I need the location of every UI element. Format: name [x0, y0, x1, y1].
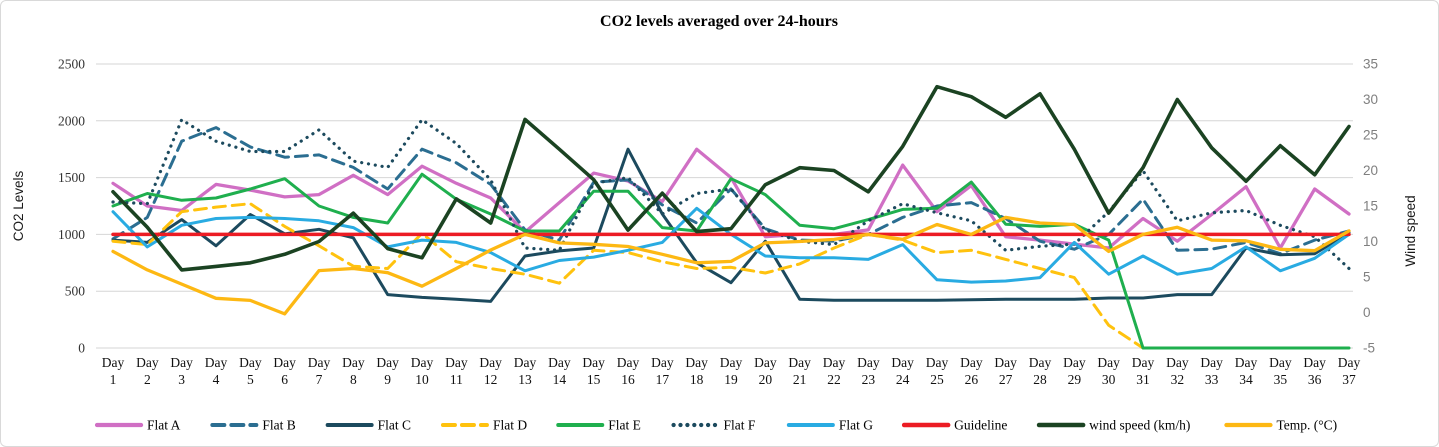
legend-item-flat-d: Flat D [440, 418, 527, 433]
day-label: Day 15 [582, 355, 605, 387]
series-flat-c [111, 147, 1351, 303]
series-flat-g [111, 206, 1351, 284]
day-label: Day 27 [994, 355, 1017, 387]
right-tick-label: -5 [1363, 341, 1375, 356]
legend-item-flat-f: Flat F [671, 418, 756, 433]
right-tick-label: 5 [1363, 270, 1371, 285]
legend-label-flat-b: Flat B [262, 418, 295, 433]
day-label: Day 37 [1338, 355, 1361, 387]
series-lines [111, 84, 1351, 350]
day-label: Day 10 [411, 355, 434, 387]
left-tick-label: 1500 [58, 170, 85, 185]
day-label: Day 11 [445, 355, 468, 387]
day-label: Day 19 [720, 355, 743, 387]
legend: Flat A Flat B Flat C Flat D Flat E Flat F Flat… [94, 418, 1337, 433]
day-label: Day 9 [376, 355, 399, 387]
day-label: Day 4 [205, 355, 228, 387]
legend-label-wind-speed-km-h: wind speed (km/h) [1089, 418, 1190, 433]
legend-label-flat-f: Flat F [724, 418, 756, 433]
legend-label-flat-c: Flat C [378, 418, 411, 433]
right-tick-label: 25 [1363, 128, 1378, 143]
legend-label-guideline: Guideline [954, 418, 1007, 433]
day-label: Day 7 [308, 355, 331, 387]
legend-item-guideline: Guideline [901, 418, 1007, 433]
series-flat-d [111, 202, 1145, 350]
day-label: Day 25 [926, 355, 949, 387]
right-tick-label: 20 [1363, 163, 1378, 178]
series-wind-speed-km-h [111, 84, 1351, 272]
left-tick-label: 500 [65, 284, 86, 299]
day-label: Day 33 [1200, 355, 1223, 387]
day-label: Day 18 [685, 355, 708, 387]
day-label: Day 32 [1166, 355, 1189, 387]
right-tick-label: 15 [1363, 199, 1378, 214]
day-label: Day 35 [1269, 355, 1292, 387]
left-tick-label: 2500 [58, 57, 85, 72]
series-flat-b [111, 126, 1351, 256]
legend-label-flat-a: Flat A [147, 418, 181, 433]
day-label: Day 23 [857, 355, 880, 387]
day-label: Day 16 [617, 355, 640, 387]
day-label: Day 12 [479, 355, 502, 387]
left-tick-label: 2000 [58, 113, 85, 128]
right-tick-label: 35 [1363, 57, 1378, 72]
left-axis-title: CO2 Levels [11, 170, 26, 241]
day-label: Day 14 [548, 355, 571, 387]
right-tick-label: 0 [1363, 305, 1371, 320]
legend-label-flat-g: Flat G [839, 418, 873, 433]
day-label: Day 36 [1303, 355, 1326, 387]
legend-item-temp-c: Temp. (°C) [1224, 418, 1337, 433]
right-axis-tick-labels: -5 0 5 10 15 20 25 30 35 [1363, 57, 1378, 356]
day-label: Day 22 [823, 355, 846, 387]
legend-item-flat-b: Flat B [210, 418, 296, 433]
legend-item-flat-c: Flat C [325, 418, 411, 433]
right-axis-title: Wind speed [1403, 195, 1418, 266]
day-label: Day 26 [960, 355, 983, 387]
series-temp-c [111, 215, 1351, 316]
day-label: Day 30 [1097, 355, 1120, 387]
chart-title: CO2 levels averaged over 24-hours [600, 13, 838, 30]
right-tick-label: 30 [1363, 92, 1378, 107]
day-label: Day 34 [1235, 355, 1258, 387]
left-axis-tick-labels: 0 500 1000 1500 2000 2500 [58, 57, 85, 356]
day-label: Day 2 [136, 355, 159, 387]
day-label: Day 29 [1063, 355, 1086, 387]
legend-item-wind-speed-km-h: wind speed (km/h) [1036, 418, 1190, 433]
day-label: Day 13 [514, 355, 537, 387]
day-label: Day 28 [1029, 355, 1052, 387]
legend-item-flat-e: Flat E [556, 418, 641, 433]
day-label: Day 3 [170, 355, 193, 387]
day-label: Day 21 [788, 355, 811, 387]
day-label: Day 1 [102, 355, 125, 387]
series-flat-e [111, 172, 1351, 350]
left-tick-label: 1000 [58, 227, 85, 242]
series-flat-f [111, 118, 1351, 271]
day-label: Day 24 [891, 355, 914, 387]
day-label: Day 31 [1132, 355, 1155, 387]
day-label: Day 20 [754, 355, 777, 387]
left-tick-label: 0 [78, 341, 85, 356]
day-label: Day 6 [273, 355, 296, 387]
legend-label-flat-d: Flat D [493, 418, 527, 433]
gridlines [96, 63, 1353, 349]
day-label: Day 8 [342, 355, 365, 387]
right-tick-label: 10 [1363, 234, 1378, 249]
legend-item-flat-g: Flat G [786, 418, 873, 433]
day-label: Day 17 [651, 355, 674, 387]
day-label: Day 5 [239, 355, 262, 387]
legend-item-flat-a: Flat A [94, 418, 181, 433]
x-axis-day-labels: Day 1 Day 2 Day 3 Day 4 Day 5 Day 6 Day 7 Day 8 Day 9 Day 1… [102, 355, 1361, 387]
legend-label-flat-e: Flat E [608, 418, 641, 433]
legend-label-temp-c: Temp. (°C) [1276, 418, 1337, 433]
